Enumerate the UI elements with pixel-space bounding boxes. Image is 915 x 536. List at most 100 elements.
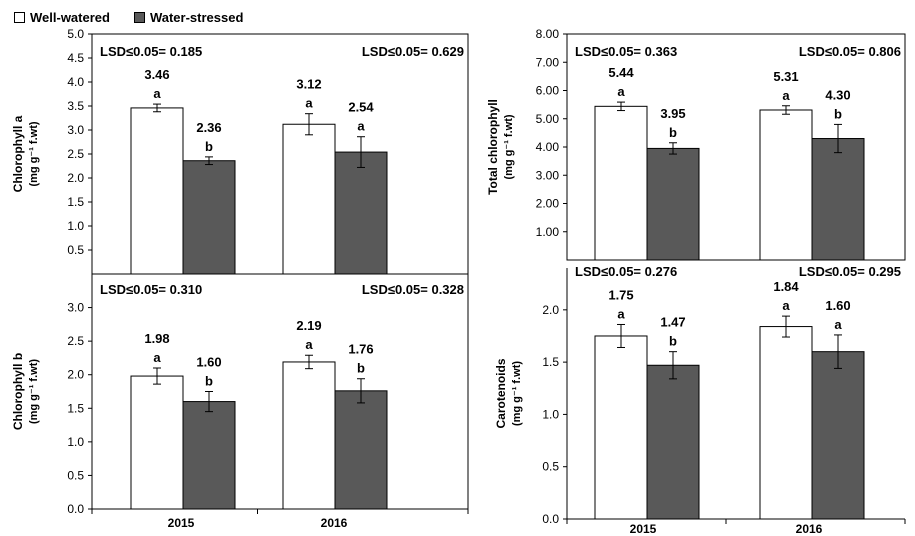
chl-a-sig-letter-well-watered: a <box>305 96 313 111</box>
chl-total-y-tick-label: 4.00 <box>536 140 560 154</box>
chl-b-sig-letter-water-stressed: b <box>357 361 365 376</box>
chl-b-y-tick-label: 0.0 <box>67 502 84 516</box>
chl-total-bar-well-watered <box>759 109 813 261</box>
chl-b-y-tick-label: 0.5 <box>67 468 84 482</box>
chl-total-y-tick-label: 5.00 <box>536 112 560 126</box>
carot-x-tick-label: 2016 <box>796 522 823 536</box>
chl-a-y-tick-label: 3.5 <box>67 99 84 113</box>
chl-a-data-label-water-stressed: 2.36 <box>196 120 221 135</box>
chl-a-sig-letter-well-watered: a <box>153 86 161 101</box>
chl-a-y-tick-label: 4.5 <box>67 51 84 65</box>
carot-data-label-water-stressed: 1.47 <box>660 315 685 330</box>
chl-b-y-tick-label: 2.5 <box>67 334 84 348</box>
carot-y-tick-label: 1.0 <box>542 407 559 421</box>
chl-a-data-label-well-watered: 3.12 <box>296 77 321 92</box>
chl-total-y-axis-title: Total chlorophyll <box>486 99 500 195</box>
legend-swatch-well-watered <box>14 12 25 23</box>
carot-data-label-well-watered: 1.75 <box>608 287 633 302</box>
carot-y-tick-label: 0.5 <box>542 460 559 474</box>
chl-a-y-axis-unit: (mg g⁻¹ f.wt) <box>28 121 40 186</box>
legend-label-well-watered: Well-watered <box>30 10 110 25</box>
chl-b-sig-letter-water-stressed: b <box>205 374 213 389</box>
carot-x-tick-label: 2015 <box>630 522 657 536</box>
chl-b-y-tick-label: 1.0 <box>67 435 84 449</box>
carot-lsd-right: LSD≤0.05= 0.295 <box>799 264 901 279</box>
chl-b-data-label-water-stressed: 1.60 <box>196 355 221 370</box>
chl-b-y-axis-title: Chlorophyll b <box>11 353 25 430</box>
chl-b-bar-water-stressed <box>334 390 388 510</box>
chl-total-lsd-right: LSD≤0.05= 0.806 <box>799 44 901 59</box>
chl-total-y-tick-label: 2.00 <box>536 197 560 211</box>
chl-a-bar-water-stressed <box>182 160 236 275</box>
chl-b-x-tick-label: 2016 <box>321 516 348 530</box>
chl-a-y-tick-label: 1.5 <box>67 195 84 209</box>
chl-b-lsd-right: LSD≤0.05= 0.328 <box>362 282 464 297</box>
carot-bar-water-stressed <box>646 364 700 520</box>
chl-total-y-tick-label: 6.00 <box>536 84 560 98</box>
chl-b-y-tick-label: 2.0 <box>67 368 84 382</box>
chl-total-sig-letter-well-watered: a <box>782 88 790 103</box>
chl-total-data-label-well-watered: 5.44 <box>608 65 634 80</box>
chl-b-y-tick-label: 3.0 <box>67 301 84 315</box>
chl-b-data-label-well-watered: 2.19 <box>296 318 321 333</box>
chl-b-bar-well-watered <box>282 361 336 510</box>
chl-a-data-label-water-stressed: 2.54 <box>348 100 374 115</box>
chl-a-sig-letter-water-stressed: b <box>205 139 213 154</box>
carot-data-label-water-stressed: 1.60 <box>825 298 850 313</box>
carot-data-label-well-watered: 1.84 <box>773 279 799 294</box>
carot-lsd-left: LSD≤0.05= 0.276 <box>575 264 677 279</box>
chl-b-bar-water-stressed <box>182 401 236 510</box>
chl-a-y-axis-title: Chlorophyll a <box>11 115 25 192</box>
carot-bar-well-watered <box>594 335 648 520</box>
chl-total-y-tick-label: 3.00 <box>536 168 560 182</box>
chl-total-bar-well-watered <box>594 105 648 261</box>
carot-sig-letter-water-stressed: b <box>669 334 677 349</box>
chl-a-y-tick-label: 0.5 <box>67 243 84 257</box>
legend-item-water-stressed: Water-stressed <box>133 10 244 25</box>
chl-total-lsd-left: LSD≤0.05= 0.363 <box>575 44 677 59</box>
chl-total-sig-letter-well-watered: a <box>617 84 625 99</box>
chl-total-data-label-water-stressed: 3.95 <box>660 106 685 121</box>
legend-item-well-watered: Well-watered <box>14 10 110 25</box>
chl-a-sig-letter-water-stressed: a <box>357 119 365 134</box>
chl-total-y-axis-unit: (mg g⁻¹ f.wt) <box>503 114 515 179</box>
carot-sig-letter-well-watered: a <box>617 306 625 321</box>
chl-total-sig-letter-water-stressed: b <box>834 106 842 121</box>
chl-total-bar-water-stressed <box>646 147 700 261</box>
chl-a-bar-well-watered <box>282 123 336 275</box>
chl-b-y-tick-label: 1.5 <box>67 401 84 415</box>
carot-bar-water-stressed <box>811 351 865 520</box>
chl-b-sig-letter-well-watered: a <box>153 350 161 365</box>
carot-y-tick-label: 0.0 <box>542 512 559 526</box>
chl-b-sig-letter-well-watered: a <box>305 337 313 352</box>
chl-a-y-tick-label: 3.0 <box>67 123 84 137</box>
chl-a-bar-well-watered <box>130 107 184 275</box>
chl-total-data-label-well-watered: 5.31 <box>773 69 798 84</box>
chl-total-sig-letter-water-stressed: b <box>669 125 677 140</box>
chl-total-data-label-water-stressed: 4.30 <box>825 87 850 102</box>
carot-y-tick-label: 1.5 <box>542 355 559 369</box>
chl-b-bar-well-watered <box>130 375 184 510</box>
chl-a-y-tick-label: 5.0 <box>67 27 84 41</box>
chl-total-bar-water-stressed <box>811 138 865 261</box>
chl-b-data-label-well-watered: 1.98 <box>144 331 169 346</box>
chl-b-data-label-water-stressed: 1.76 <box>348 342 373 357</box>
chl-b-y-axis-unit: (mg g⁻¹ f.wt) <box>28 359 40 424</box>
carot-y-tick-label: 2.0 <box>542 303 559 317</box>
legend: Well-watered Water-stressed <box>14 10 261 25</box>
carot-sig-letter-well-watered: a <box>782 298 790 313</box>
chl-b-lsd-left: LSD≤0.05= 0.310 <box>100 282 202 297</box>
chl-a-y-tick-label: 2.0 <box>67 171 84 185</box>
legend-label-water-stressed: Water-stressed <box>149 10 244 25</box>
chl-total-y-tick-label: 8.00 <box>536 27 560 41</box>
chl-a-data-label-well-watered: 3.46 <box>144 67 169 82</box>
chl-a-y-tick-label: 2.5 <box>67 147 84 161</box>
chl-b-plot-frame <box>91 273 469 510</box>
chl-a-lsd-left: LSD≤0.05= 0.185 <box>100 44 202 59</box>
carot-sig-letter-water-stressed: a <box>834 317 842 332</box>
chl-a-bar-water-stressed <box>334 151 388 275</box>
chl-total-y-tick-label: 7.00 <box>536 55 560 69</box>
chl-a-lsd-right: LSD≤0.05= 0.629 <box>362 44 464 59</box>
carot-y-axis-title: Carotenoids <box>494 358 508 428</box>
